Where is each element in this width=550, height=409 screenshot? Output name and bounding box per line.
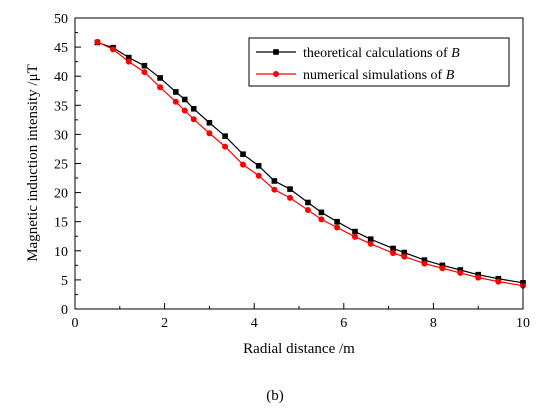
data-point <box>352 233 358 240</box>
data-point <box>287 186 293 192</box>
y-tick-label: 35 <box>54 99 68 114</box>
data-point <box>125 58 132 65</box>
data-point <box>457 269 464 276</box>
data-point <box>287 194 294 201</box>
data-point <box>318 216 325 223</box>
data-point <box>181 96 188 103</box>
data-point <box>352 228 358 235</box>
data-point <box>304 207 311 214</box>
data-point <box>475 274 482 281</box>
data-point <box>305 199 311 206</box>
x-tick-label: 0 <box>72 316 79 331</box>
data-point <box>271 186 278 193</box>
x-tick-label: 6 <box>340 316 347 331</box>
data-point <box>206 130 213 137</box>
data-point <box>401 249 408 256</box>
data-point <box>390 245 396 252</box>
data-point <box>421 257 428 263</box>
data-point <box>157 75 163 81</box>
x-tick-label: 10 <box>516 316 530 331</box>
y-tick-label: 50 <box>54 12 68 27</box>
legend-marker <box>273 49 279 55</box>
x-tick-label: 8 <box>430 316 437 331</box>
legend: theoretical calculations of B numerical s… <box>248 37 510 87</box>
x-tick-label: 2 <box>161 316 168 331</box>
data-point <box>94 38 101 45</box>
data-point <box>334 224 341 231</box>
y-tick-label: 40 <box>54 70 68 85</box>
data-point <box>318 209 325 216</box>
data-point <box>255 172 262 179</box>
y-tick-label: 15 <box>54 216 68 231</box>
legend-entry: numerical simulations of B <box>256 68 455 83</box>
data-point <box>141 62 148 69</box>
data-point <box>172 98 179 105</box>
data-point <box>110 46 117 53</box>
data-point <box>181 107 188 114</box>
legend-marker <box>273 71 279 77</box>
legend-entry: theoretical calculations of B <box>256 46 460 61</box>
y-tick-label: 25 <box>54 158 68 173</box>
figure-caption: (b) <box>266 388 284 404</box>
data-point <box>190 105 197 112</box>
data-point <box>439 265 446 272</box>
data-point <box>125 54 132 61</box>
x-tick-label: 4 <box>251 316 258 331</box>
series-layer <box>94 38 526 289</box>
y-tick-label: 5 <box>61 274 68 289</box>
data-point <box>401 253 408 260</box>
data-point <box>367 240 374 247</box>
data-point <box>240 151 246 157</box>
data-point <box>141 69 148 76</box>
series-2 <box>94 38 526 289</box>
y-tick-label: 45 <box>54 41 68 56</box>
data-point <box>367 236 374 242</box>
data-point <box>206 119 213 126</box>
y-tick-label: 0 <box>61 303 68 318</box>
data-point <box>495 278 502 285</box>
y-axis-title: Magnetic induction intensity /μT <box>25 64 41 262</box>
data-point <box>255 163 262 169</box>
legend-label: theoretical calculations of B <box>303 46 460 61</box>
data-point <box>157 84 164 91</box>
data-point <box>334 218 340 225</box>
legend-box <box>248 37 510 87</box>
data-point <box>173 89 179 95</box>
plot-frame <box>74 17 524 310</box>
data-point <box>240 161 246 168</box>
data-point <box>421 260 428 267</box>
data-point <box>190 116 197 123</box>
y-tick-label: 10 <box>54 245 68 260</box>
data-point <box>271 178 278 184</box>
legend-label: numerical simulations of B <box>303 68 455 83</box>
data-point <box>222 143 229 150</box>
x-axis-title: Radial distance /m <box>243 341 355 357</box>
y-tick-label: 30 <box>54 128 68 143</box>
y-tick-label: 20 <box>54 187 68 202</box>
data-point <box>390 250 397 257</box>
data-point <box>222 133 228 139</box>
